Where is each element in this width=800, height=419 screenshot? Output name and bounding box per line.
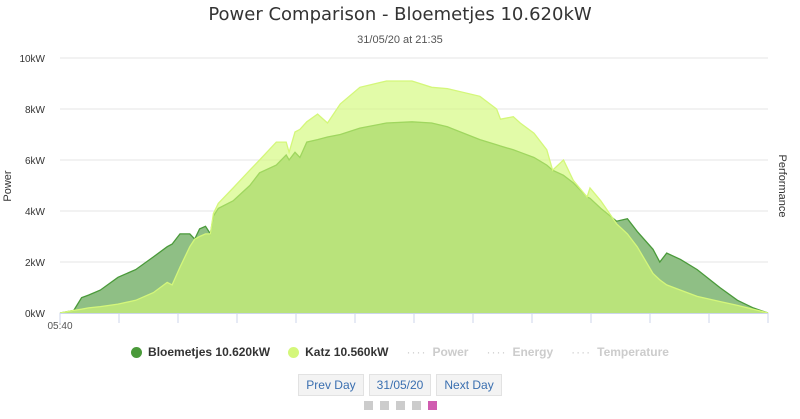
x-tick-label: 05:40 xyxy=(47,321,72,332)
legend-label: Katz 10.560kW xyxy=(305,345,389,359)
legend-item-energy[interactable]: ···· Energy xyxy=(486,345,553,359)
page-indicator xyxy=(0,401,800,410)
page-dot-4[interactable] xyxy=(411,401,421,410)
y-tick-label: 10kW xyxy=(19,54,45,65)
chart-subtitle: 31/05/20 at 21:35 xyxy=(357,34,443,46)
legend-label: Power xyxy=(432,345,469,359)
legend-label: Energy xyxy=(512,345,554,359)
y-tick-label: 6kW xyxy=(25,156,46,167)
y-tick-label: 2kW xyxy=(25,258,46,269)
y-axis-label: Power xyxy=(2,170,14,202)
page-dot-5[interactable] xyxy=(427,401,437,410)
series-line-katz xyxy=(59,80,769,314)
legend-label: Temperature xyxy=(597,345,669,359)
legend-item-katz[interactable]: Katz 10.560kW xyxy=(288,345,388,359)
y-tick-label: 4kW xyxy=(25,207,46,218)
prev-day-button[interactable]: Prev Day xyxy=(298,374,364,396)
legend-item-temperature[interactable]: ···· Temperature xyxy=(571,345,669,359)
legend: Bloemetjes 10.620kW Katz 10.560kW ···· P… xyxy=(0,345,800,359)
katz-marker-icon xyxy=(288,346,300,358)
page-dot-1[interactable] xyxy=(363,401,373,410)
dotted-line-icon: ···· xyxy=(571,345,592,359)
page-dot-3[interactable] xyxy=(395,401,405,410)
bloemetjes-marker-icon xyxy=(131,346,143,358)
y-axis-right-label: Performance xyxy=(776,155,788,218)
next-day-button[interactable]: Next Day xyxy=(436,374,502,396)
y-tick-label: 0kW xyxy=(25,309,46,320)
y-tick-label: 8kW xyxy=(25,105,46,116)
series-area-katz xyxy=(60,81,768,313)
day-navigation: Prev Day 31/05/20 Next Day xyxy=(0,374,800,396)
dotted-line-icon: ···· xyxy=(406,345,427,359)
legend-label: Bloemetjes 10.620kW xyxy=(148,345,271,359)
dotted-line-icon: ···· xyxy=(486,345,507,359)
legend-item-power[interactable]: ···· Power xyxy=(406,345,468,359)
legend-item-bloemetjes[interactable]: Bloemetjes 10.620kW xyxy=(131,345,270,359)
page-dot-2[interactable] xyxy=(379,401,389,410)
power-chart: 0kW 2kW 4kW 6kW 8kW 10kW 05:40 Power Performan… xyxy=(2,54,788,332)
chart-title: Power Comparison - Bloemetjes 10.620kW xyxy=(208,4,592,25)
date-picker-button[interactable]: 31/05/20 xyxy=(368,374,432,396)
